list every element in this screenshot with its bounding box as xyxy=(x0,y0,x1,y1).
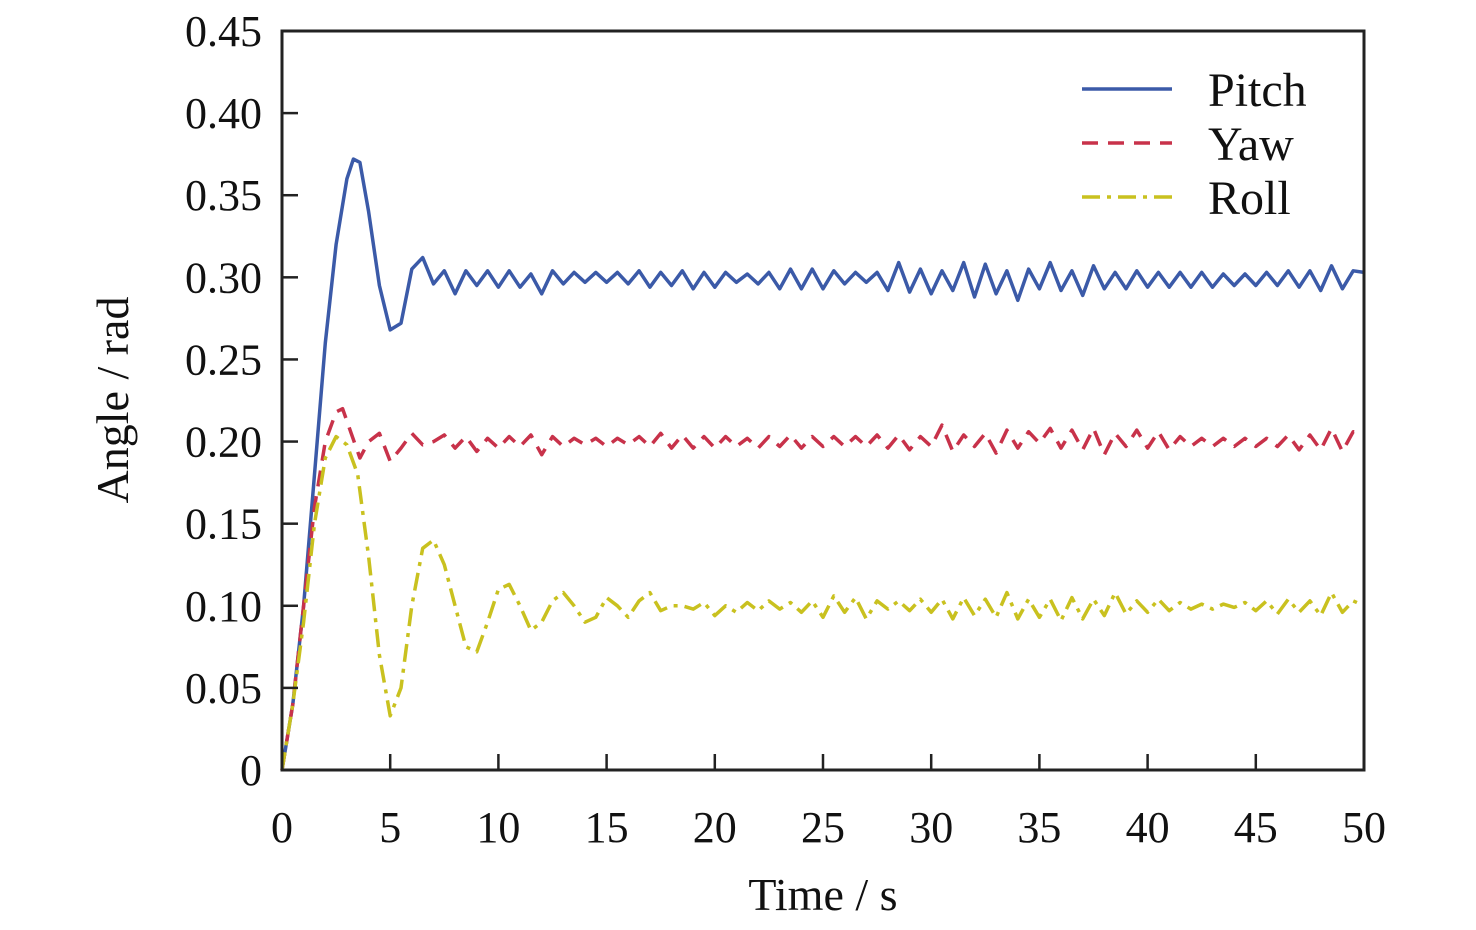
x-tick-label: 15 xyxy=(585,803,629,852)
series-line-pitch xyxy=(280,157,1365,771)
y-tick-label: 0.15 xyxy=(185,500,262,549)
y-tick-label: 0.45 xyxy=(185,7,262,56)
x-tick-label: 5 xyxy=(379,803,401,852)
x-tick-label: 10 xyxy=(476,803,520,852)
x-axis-title: Time / s xyxy=(748,869,897,920)
series-layer xyxy=(280,157,1365,771)
y-axis-title: Angle / rad xyxy=(87,297,138,504)
legend-label-pitch: Pitch xyxy=(1208,64,1307,117)
x-tick-label: 0 xyxy=(271,803,293,852)
x-tick-label: 50 xyxy=(1342,803,1386,852)
y-tick-label: 0.20 xyxy=(185,418,262,467)
series-line-roll xyxy=(280,434,1365,771)
x-tick-label: 30 xyxy=(909,803,953,852)
x-tick-label: 40 xyxy=(1126,803,1170,852)
series-line-yaw xyxy=(280,406,1365,771)
legend-label-roll: Roll xyxy=(1208,172,1291,225)
y-tick-label: 0 xyxy=(240,746,262,795)
y-tick-label: 0.30 xyxy=(185,253,262,302)
x-tick-label: 35 xyxy=(1017,803,1061,852)
y-tick-label: 0.05 xyxy=(185,664,262,713)
x-tick-label: 25 xyxy=(801,803,845,852)
y-tick-label: 0.10 xyxy=(185,582,262,631)
plot-background xyxy=(282,31,1364,770)
y-tick-label: 0.25 xyxy=(185,335,262,384)
legend-label-yaw: Yaw xyxy=(1208,118,1294,171)
x-tick-label: 45 xyxy=(1234,803,1278,852)
y-tick-label: 0.35 xyxy=(185,171,262,220)
y-axis-ticks: 0 0.05 0.10 0.15 0.20 0.25 0.30 0.35 0.40 0.45 xyxy=(185,7,298,795)
x-tick-label: 20 xyxy=(693,803,737,852)
x-axis-ticks: 0 5 10 15 20 25 30 35 40 45 50 xyxy=(271,754,1386,852)
y-tick-label: 0.40 xyxy=(185,89,262,138)
